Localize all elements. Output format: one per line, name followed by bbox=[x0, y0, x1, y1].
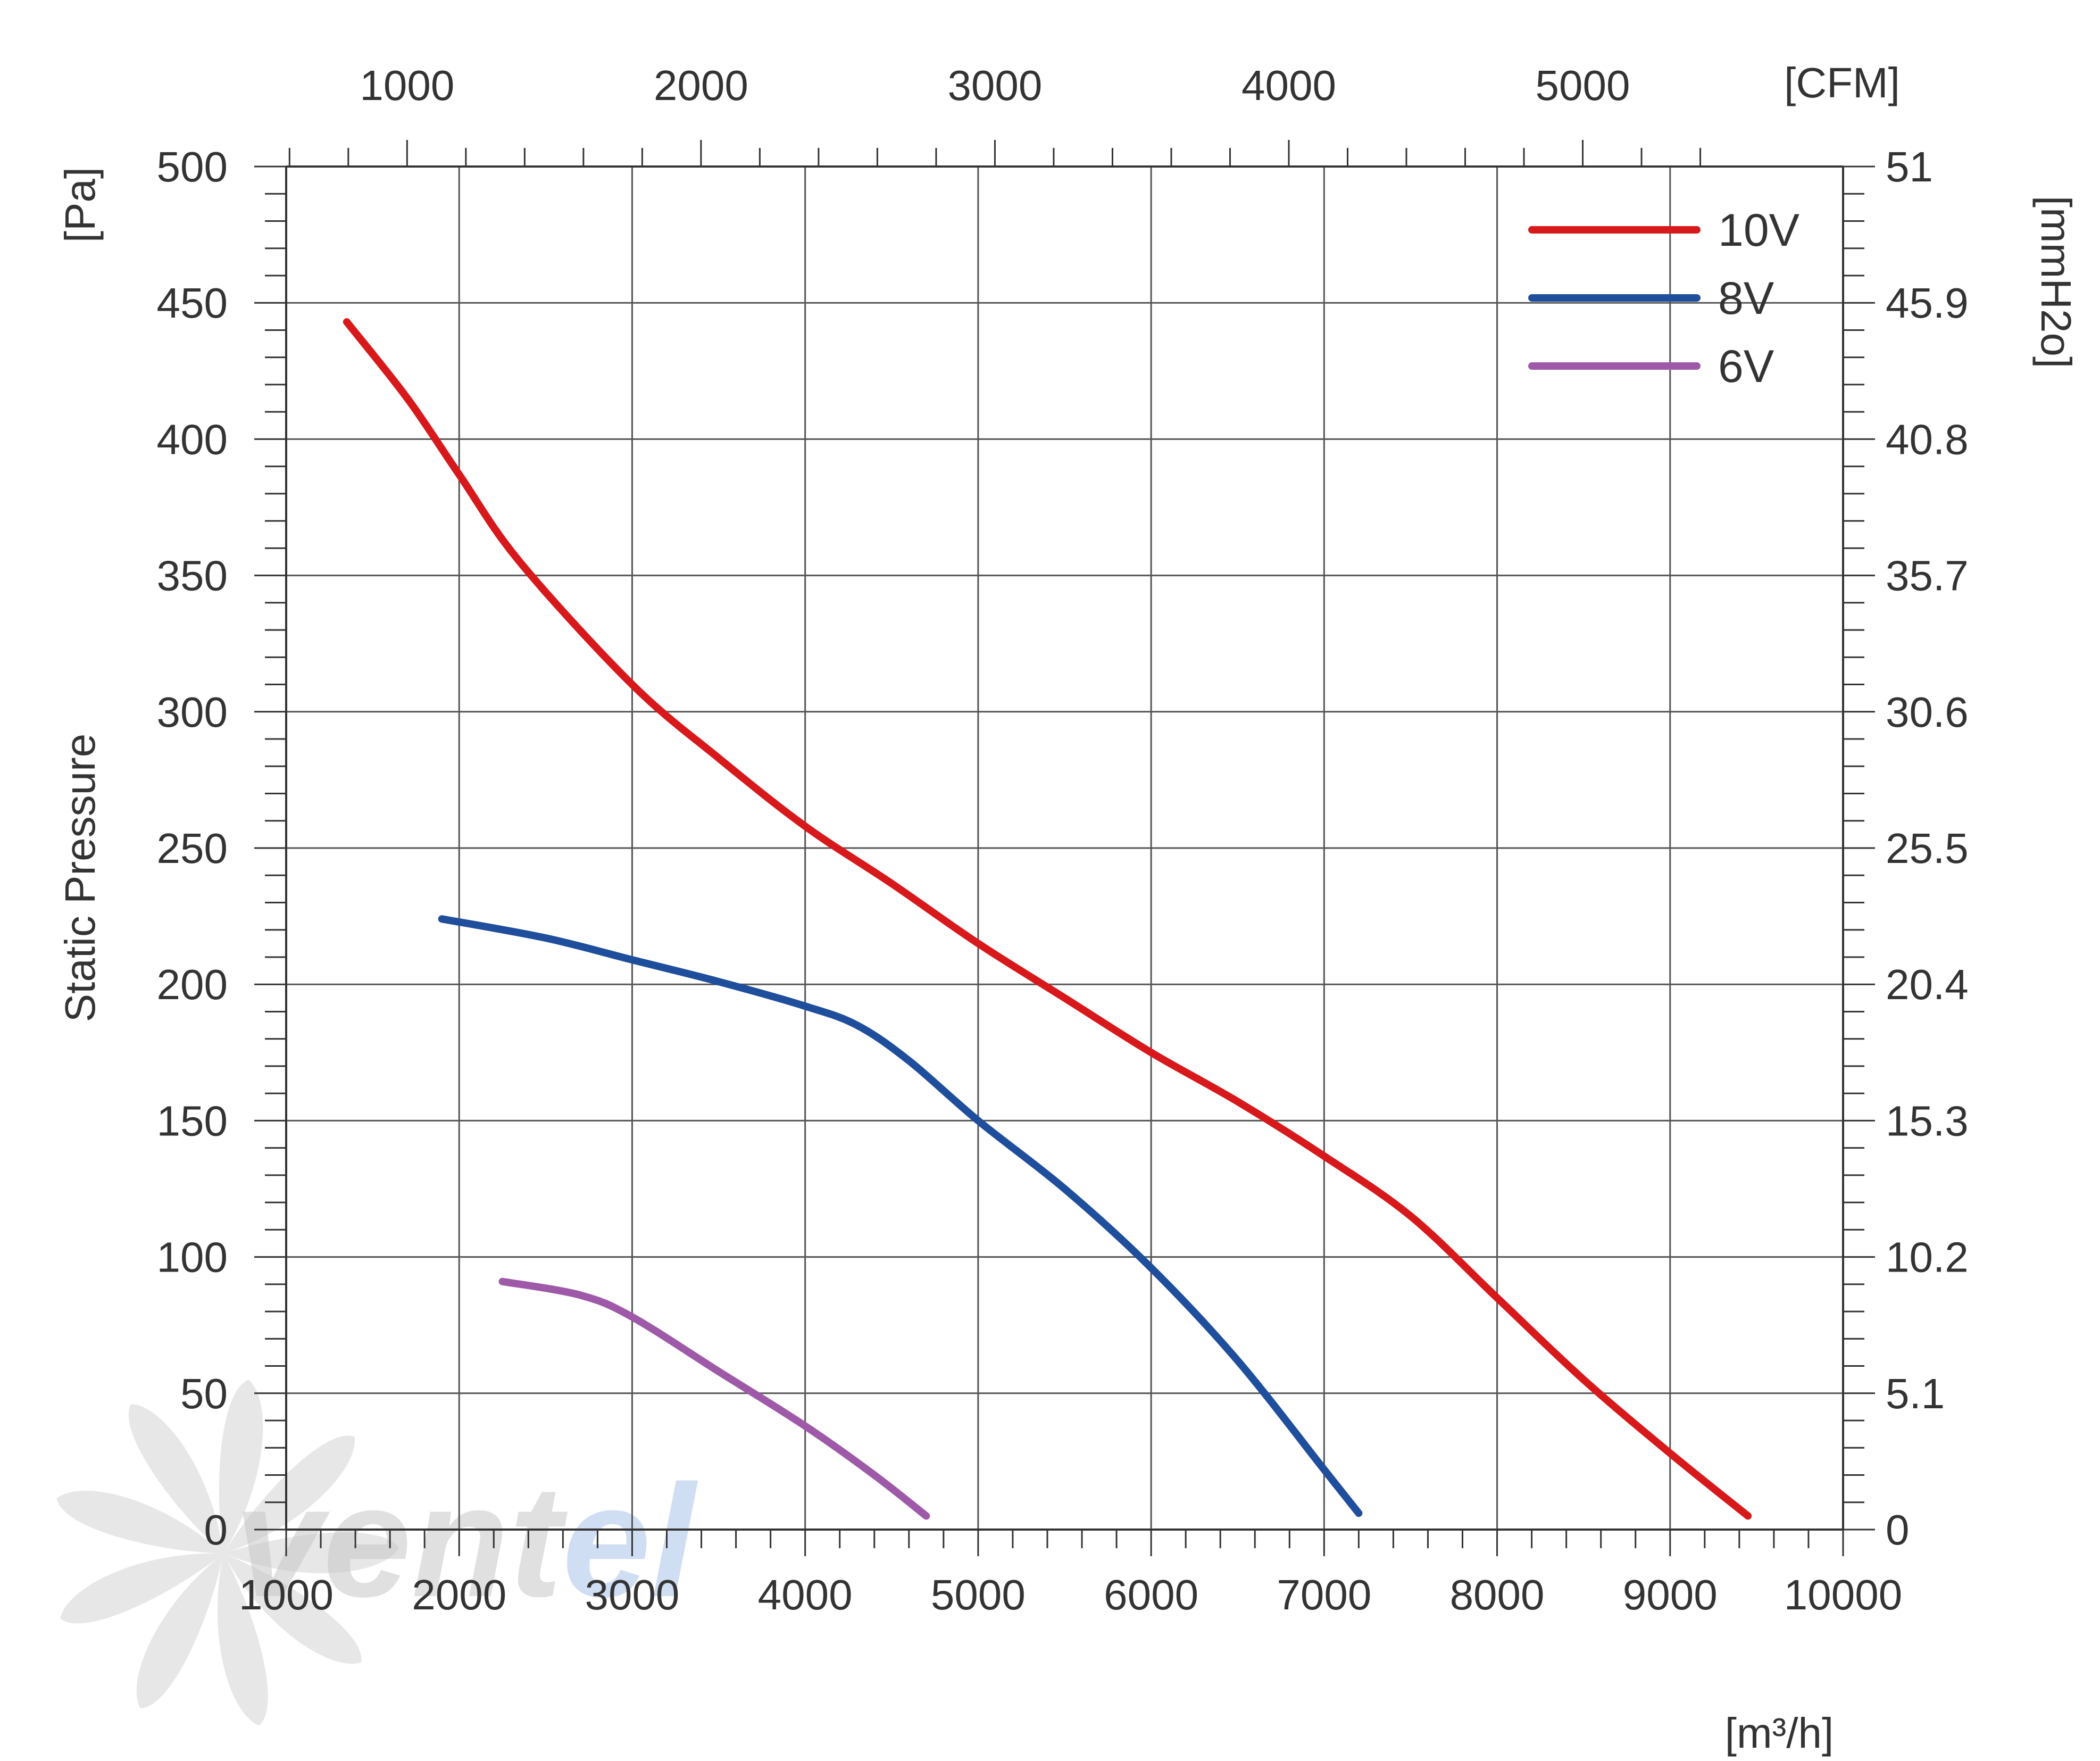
legend-label-6v: 6V bbox=[1718, 341, 1774, 392]
watermark-text-part2: el bbox=[562, 1451, 698, 1630]
grid bbox=[286, 167, 1843, 1530]
x-tick-label: 1000 bbox=[239, 1571, 334, 1618]
x-tick-label: 8000 bbox=[1450, 1571, 1545, 1618]
x2-tick-label: 3000 bbox=[947, 62, 1042, 109]
x2-tick-label: 2000 bbox=[654, 62, 748, 109]
y2-tick-label: 25.5 bbox=[1886, 825, 1969, 872]
watermark: ventel bbox=[56, 1380, 698, 1726]
legend-label-8v: 8V bbox=[1718, 273, 1774, 324]
fan-blade bbox=[217, 1554, 268, 1726]
fan-blade bbox=[128, 1404, 223, 1554]
y2-tick-label: 35.7 bbox=[1886, 552, 1969, 600]
y2-tick-label: 51 bbox=[1886, 143, 1933, 190]
y-tick-label: 500 bbox=[157, 143, 228, 190]
y-tick-label: 0 bbox=[204, 1506, 228, 1554]
y-tick-label: 150 bbox=[157, 1097, 228, 1144]
x-tick-label: 9000 bbox=[1623, 1571, 1718, 1618]
legend: 10V 8V 6V bbox=[1528, 205, 1799, 392]
x2-tick-label: 4000 bbox=[1241, 62, 1336, 109]
fan-blade bbox=[223, 1554, 362, 1664]
y2-tick-label: 10.2 bbox=[1886, 1234, 1969, 1281]
y2-tick-label: 15.3 bbox=[1886, 1097, 1969, 1144]
y-tick-label: 100 bbox=[157, 1234, 228, 1281]
watermark-text: ventel bbox=[234, 1451, 698, 1630]
y-tick-label: 50 bbox=[180, 1370, 228, 1417]
y2-tick-label: 5.1 bbox=[1886, 1370, 1945, 1417]
x-tick-label: 6000 bbox=[1104, 1571, 1198, 1618]
series-line-6v bbox=[498, 1277, 930, 1520]
y-tick-label: 250 bbox=[157, 825, 228, 872]
series-line-10v bbox=[343, 318, 1752, 1520]
legend-label-10v: 10V bbox=[1718, 205, 1799, 256]
y2-unit-label: [mmH2o] bbox=[2032, 196, 2080, 369]
fan-blade bbox=[219, 1380, 263, 1554]
watermark-text-part1: vent bbox=[234, 1451, 569, 1630]
y2-tick-label: 40.8 bbox=[1886, 416, 1969, 463]
y-tick-label: 200 bbox=[157, 961, 228, 1008]
series-line-8v bbox=[438, 915, 1363, 1517]
y-axis-title: Static Pressure bbox=[56, 734, 104, 1022]
y-tick-label: 300 bbox=[157, 688, 228, 736]
fan-blade bbox=[56, 1491, 223, 1554]
fan-blade bbox=[223, 1435, 355, 1554]
y-unit-label: [Pa] bbox=[56, 167, 104, 243]
y-tick-label: 450 bbox=[157, 279, 228, 327]
y2-tick-label: 0 bbox=[1886, 1506, 1910, 1554]
axes bbox=[254, 140, 1875, 1556]
fan-logo-icon bbox=[56, 1380, 399, 1726]
x-tick-label: 10000 bbox=[1784, 1571, 1902, 1618]
x-unit-label: [m³/h] bbox=[1725, 1709, 1834, 1757]
y-tick-label: 350 bbox=[157, 552, 228, 600]
fan-blade bbox=[136, 1554, 223, 1708]
x-tick-label: 7000 bbox=[1277, 1571, 1371, 1618]
y2-tick-label: 30.6 bbox=[1886, 688, 1969, 736]
y-tick-label: 400 bbox=[157, 416, 228, 463]
labels: 05010015020025030035040045050005.110.215… bbox=[56, 59, 2080, 1757]
x2-tick-label: 1000 bbox=[360, 62, 454, 109]
x-tick-label: 2000 bbox=[412, 1571, 506, 1618]
y2-tick-label: 20.4 bbox=[1886, 961, 1969, 1008]
x-tick-label: 4000 bbox=[758, 1571, 853, 1618]
x2-tick-label: 5000 bbox=[1536, 62, 1630, 109]
x-tick-label: 5000 bbox=[931, 1571, 1026, 1618]
cfm-unit-label: [CFM] bbox=[1784, 59, 1900, 106]
x-tick-label: 3000 bbox=[585, 1571, 679, 1618]
y2-tick-label: 45.9 bbox=[1886, 279, 1969, 327]
fan-blade bbox=[60, 1553, 223, 1624]
series-lines bbox=[343, 318, 1752, 1520]
